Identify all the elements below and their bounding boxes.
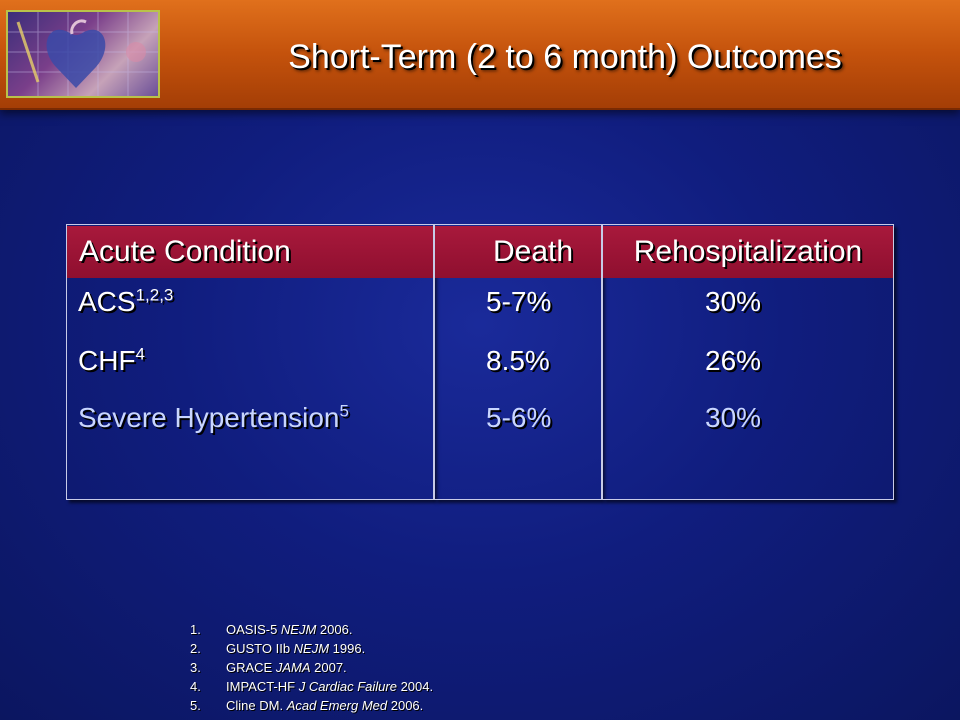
citation-superscript: 4 <box>135 344 146 364</box>
reference-item: 4. IMPACT-HF J Cardiac Failure 2004. <box>190 679 434 694</box>
row-condition-hypertension: Severe Hypertension5 <box>78 402 349 434</box>
heart-anatomy-logo <box>6 10 160 98</box>
condition-column-panel <box>66 224 434 500</box>
citation-superscript: 5 <box>339 401 349 421</box>
references-list: 1. OASIS-5 NEJM 2006. 2. GUSTO IIb NEJM 19… <box>190 620 433 715</box>
rehospitalization-column-panel <box>602 224 894 500</box>
condition-label: ACS <box>78 286 136 317</box>
row-rehosp-hypertension: 30% <box>705 402 762 433</box>
reference-item: 5. Cline DM. Acad Emerg Med 2006. <box>190 698 424 713</box>
death-column-panel <box>434 224 602 500</box>
condition-label: CHF <box>78 345 136 376</box>
row-rehosp-acs: 30% <box>705 286 762 317</box>
reference-item: 2. GUSTO IIb NEJM 1996. <box>190 641 366 656</box>
reference-item: 3. GRACE JAMA 2007. <box>190 660 347 675</box>
header-acute-condition: Acute Condition <box>67 226 433 278</box>
row-condition-acs: ACS1,2,3 <box>78 286 173 318</box>
row-death-hypertension: 5-6% <box>486 402 552 433</box>
row-rehosp-chf: 26% <box>705 345 762 376</box>
slide-title: Short-Term (2 to 6 month) Outcomes <box>288 38 842 76</box>
row-condition-chf: CHF4 <box>78 345 145 377</box>
header-rehospitalization: Rehospitalization <box>603 226 893 278</box>
condition-label: Severe Hypertension <box>78 402 340 433</box>
row-death-chf: 8.5% <box>486 345 550 376</box>
citation-superscript: 1,2,3 <box>135 285 174 305</box>
title-bar: Short-Term (2 to 6 month) Outcomes <box>0 0 960 110</box>
reference-item: 1. OASIS-5 NEJM 2006. <box>190 622 353 637</box>
row-death-acs: 5-7% <box>486 286 552 317</box>
header-death: Death <box>435 226 601 278</box>
